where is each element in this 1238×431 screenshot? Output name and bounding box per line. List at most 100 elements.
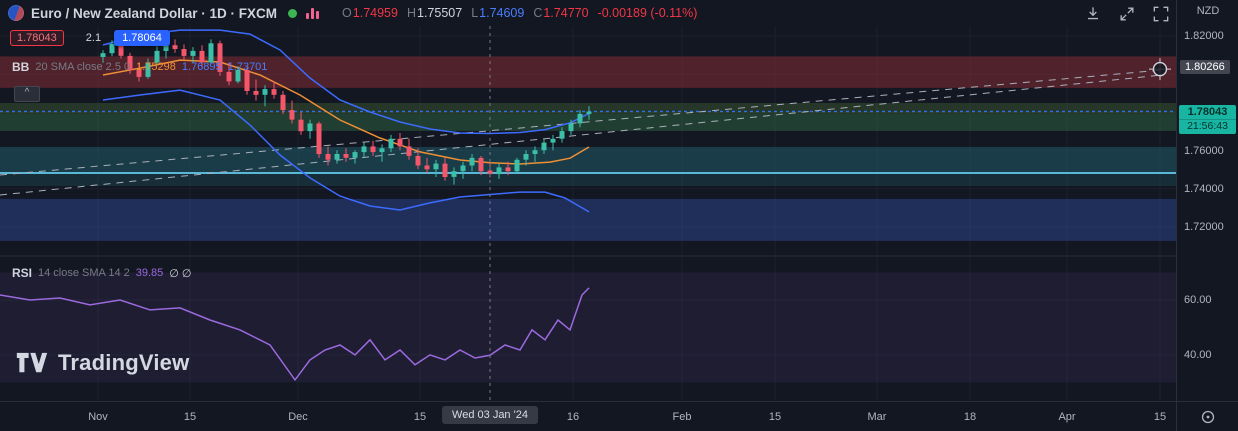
candle	[127, 55, 133, 70]
candle	[244, 70, 250, 91]
time-axis-label: Apr	[1058, 411, 1076, 423]
candle	[487, 170, 493, 175]
price-axis[interactable]: NZD 1.80266 1.78043 21:56:43 1.82000 1.76…	[1176, 0, 1238, 401]
price-axis-label: 1.82000	[1184, 30, 1224, 42]
axis-currency-label: NZD	[1196, 5, 1220, 17]
candle	[415, 156, 421, 166]
candle	[370, 146, 376, 153]
tradingview-watermark: TradingView	[16, 350, 189, 376]
candle	[541, 142, 547, 151]
supply-demand-zone	[0, 147, 1176, 173]
high-value: 1.75507	[417, 6, 463, 20]
candle	[235, 70, 241, 82]
fullscreen-icon[interactable]	[1150, 4, 1172, 24]
price-axis-label: 1.72000	[1184, 221, 1224, 233]
market-status-icon[interactable]	[288, 8, 298, 18]
candle	[577, 113, 583, 124]
supply-demand-zone	[0, 103, 1176, 114]
symbol-title[interactable]: Euro / New Zealand Dollar · 1D · FXCM	[31, 5, 278, 21]
rsi-value: 39.85	[135, 267, 164, 279]
candle	[379, 148, 385, 153]
price-axis-label: 1.76000	[1184, 145, 1224, 157]
price-axis-label: 1.74000	[1184, 183, 1224, 195]
candle	[586, 111, 592, 114]
candle	[226, 71, 232, 82]
candle	[262, 89, 268, 95]
candle	[325, 154, 331, 160]
supply-demand-zone	[0, 113, 1176, 131]
ohlc-values: O1.74959 H1.75507 L1.74609 C1.74770 -0.0…	[342, 6, 698, 20]
rsi-axis-label: 40.00	[1184, 349, 1212, 361]
maximize-pane-icon[interactable]	[1116, 4, 1138, 24]
supply-demand-zone	[0, 56, 1176, 88]
candle	[514, 159, 520, 172]
price-target-icon	[1152, 61, 1168, 77]
legend-collapse-button[interactable]: ^	[14, 86, 40, 102]
symbol-legend[interactable]: Euro / New Zealand Dollar · 1D · FXCM O1…	[8, 5, 697, 21]
go-to-realtime-icon[interactable]	[1082, 4, 1104, 24]
price-line-badges: 1.78043 2.1 1.78064	[10, 30, 170, 46]
watermark-text: TradingView	[58, 350, 190, 375]
candle	[550, 138, 556, 143]
candle	[298, 119, 304, 132]
candle	[181, 49, 187, 56]
candle	[406, 146, 412, 156]
candle	[199, 50, 205, 63]
candle	[154, 50, 160, 63]
time-axis-label: 16	[566, 411, 580, 423]
candle	[100, 53, 106, 57]
candle	[136, 70, 142, 77]
main-chart[interactable]	[0, 0, 1176, 401]
supply-demand-zone	[0, 198, 1176, 241]
candle	[478, 157, 484, 172]
candle	[307, 123, 313, 132]
candle	[343, 154, 349, 158]
time-axis-label: Feb	[672, 411, 692, 423]
last-price-badge[interactable]: 1.78043 21:56:43	[1179, 105, 1236, 134]
low-value: 1.74609	[479, 6, 525, 20]
candle	[442, 163, 448, 177]
time-axis-label: 18	[963, 411, 977, 423]
candle	[217, 43, 223, 72]
candle	[505, 167, 511, 172]
trendline-target-price-label: 1.80266	[1180, 60, 1230, 74]
alert-price-badge[interactable]: 1.78043	[10, 30, 64, 46]
candle	[388, 138, 394, 149]
candle	[289, 110, 295, 120]
close-value: 1.74770	[543, 6, 589, 20]
bb-basis-value: 1.75298	[136, 61, 176, 73]
candle	[424, 165, 430, 170]
candle	[118, 44, 124, 56]
time-axis-label: 15	[1153, 411, 1167, 423]
open-value: 1.74959	[352, 6, 398, 20]
candle	[208, 43, 214, 63]
candle	[559, 131, 565, 139]
crosshair-date-label: Wed 03 Jan '24	[442, 406, 538, 424]
bb-indicator-legend[interactable]: BB 20 SMA close 2.5 0 1.75298 1.76895 1.…	[12, 60, 268, 74]
candle	[532, 150, 538, 154]
time-axis-label: 15	[183, 411, 197, 423]
candle	[172, 45, 178, 49]
rsi-axis-label: 60.00	[1184, 294, 1212, 306]
axis-settings-corner[interactable]	[1176, 401, 1238, 431]
candle	[361, 146, 367, 153]
badge-middle-text: 2.1	[85, 32, 102, 44]
candle	[496, 167, 502, 175]
time-axis-label: Dec	[288, 411, 308, 423]
bb-lower-value: 1.73701	[227, 61, 268, 73]
candle	[433, 163, 439, 170]
candle	[460, 165, 466, 172]
candle	[253, 91, 259, 95]
time-axis-label: 15	[413, 411, 427, 423]
candle	[280, 94, 286, 111]
rsi-indicator-legend[interactable]: RSI 14 close SMA 14 2 39.85 ∅ ∅	[12, 266, 192, 280]
candle	[352, 152, 358, 158]
bar-countdown: 21:56:43	[1179, 119, 1236, 133]
time-axis[interactable]: Wed 03 Jan '24 Nov 15 Dec 15 16 Feb 15 Mar 18 Apr…	[0, 401, 1176, 431]
notification-icon[interactable]	[306, 7, 320, 19]
order-price-badge[interactable]: 1.78064	[114, 30, 170, 46]
candle	[397, 138, 403, 147]
rsi-hidden-values: ∅ ∅	[169, 267, 192, 280]
time-axis-label: 15	[768, 411, 782, 423]
